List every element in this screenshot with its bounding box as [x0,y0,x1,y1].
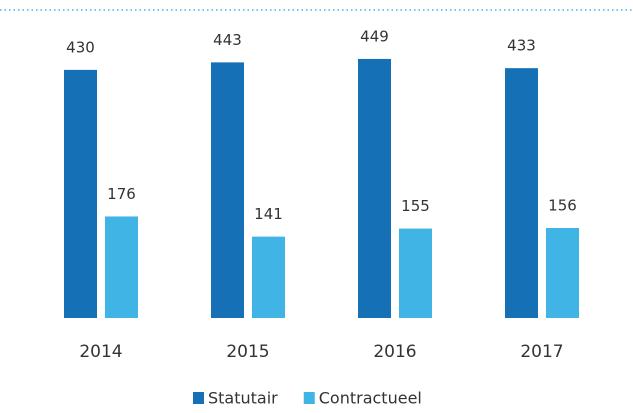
bar [546,227,579,318]
legend-swatch [193,392,204,404]
legend-swatch [303,392,315,404]
value-label: 141 [254,205,283,223]
bar [105,216,138,318]
value-label: 156 [548,196,577,214]
value-label: 443 [213,31,242,49]
legend-label: Contractueel [319,389,422,408]
bar [358,58,391,318]
x-tick-label: 2017 [520,342,563,362]
value-label: 155 [401,197,430,215]
x-tick-label: 2016 [373,342,416,362]
value-label: 449 [360,27,389,45]
value-label: 430 [66,38,95,56]
legend-label: Statutair [208,389,278,408]
value-label: 433 [507,37,536,55]
bar [252,236,285,318]
bar [211,62,244,318]
value-label: 176 [107,185,136,203]
bar [64,69,97,318]
bar [505,68,538,318]
bar [399,228,432,318]
x-tick-label: 2014 [79,342,122,362]
x-tick-label: 2015 [226,342,269,362]
